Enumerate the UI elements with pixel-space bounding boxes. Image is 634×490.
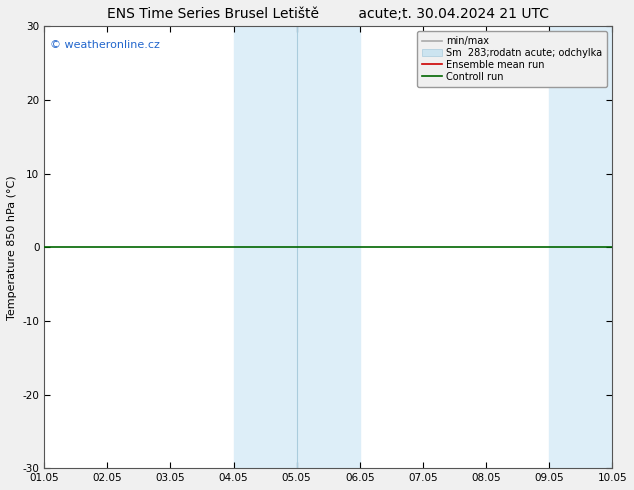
Legend: min/max, Sm  283;rodatn acute; odchylka, Ensemble mean run, Controll run: min/max, Sm 283;rodatn acute; odchylka, … [417, 31, 607, 87]
Text: © weatheronline.cz: © weatheronline.cz [50, 40, 160, 49]
Bar [549, 26, 612, 468]
Y-axis label: Temperature 850 hPa (°C): Temperature 850 hPa (°C) [7, 175, 17, 319]
Bar [233, 26, 360, 468]
Title: ENS Time Series Brusel Letiště         acute;t. 30.04.2024 21 UTC: ENS Time Series Brusel Letiště acute;t. … [107, 7, 549, 21]
